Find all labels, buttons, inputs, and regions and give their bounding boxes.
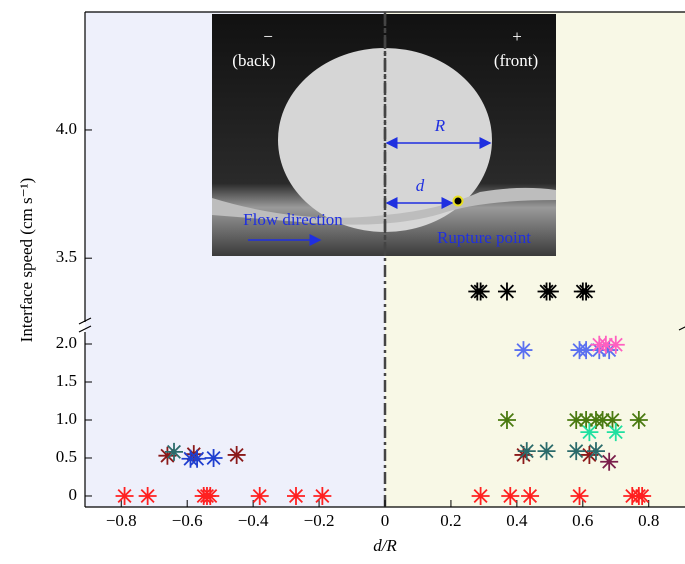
- point: [580, 445, 599, 464]
- point: [580, 423, 599, 442]
- point: [471, 282, 490, 301]
- x-tick-label: 0: [381, 511, 390, 530]
- y-tick-label: 3.5: [56, 247, 77, 266]
- x-tick-label: −0.4: [238, 511, 269, 530]
- y-tick-label: 2.0: [56, 333, 77, 352]
- x-tick-label: 0.8: [638, 511, 659, 530]
- point: [567, 410, 586, 429]
- x-tick-label: −0.2: [304, 511, 335, 530]
- x-tick-label: 0.6: [572, 511, 593, 530]
- y-tick-label: 1.0: [56, 409, 77, 428]
- point: [570, 486, 589, 505]
- y-tick-label: 4.0: [56, 119, 77, 138]
- axes: 3.54.000.51.01.52.0−0.8 −0.6 −0.4 −0.2 0 0.2 0…: [56, 11, 685, 530]
- point: [603, 410, 622, 429]
- interface: [212, 187, 556, 225]
- point: [600, 452, 619, 471]
- x-tick-label: −0.8: [106, 511, 137, 530]
- point: [567, 442, 586, 461]
- y-axis-label: Interface speed (cm s⁻¹): [17, 178, 36, 343]
- point: [201, 486, 220, 505]
- point: [586, 442, 605, 461]
- point: [606, 335, 625, 354]
- point: [497, 410, 516, 429]
- inset-label: (back): [232, 51, 275, 70]
- point: [227, 445, 246, 464]
- point: [537, 442, 556, 461]
- point: [596, 335, 615, 354]
- inset-label: Rupture point: [437, 228, 531, 247]
- point: [115, 486, 134, 505]
- point: [633, 486, 652, 505]
- point: [188, 449, 207, 468]
- axis-break: [78, 317, 685, 333]
- point: [577, 410, 596, 429]
- inset-label: +: [512, 27, 522, 46]
- point: [606, 423, 625, 442]
- x-tick-label: 0.4: [506, 511, 528, 530]
- point: [540, 282, 559, 301]
- point: [138, 486, 157, 505]
- point: [250, 486, 269, 505]
- y-tick-label: 0: [69, 485, 78, 504]
- point: [514, 341, 533, 360]
- point: [204, 448, 223, 467]
- x-axis-label: d/R: [373, 536, 397, 555]
- point: [313, 486, 332, 505]
- inset-label: Flow direction: [243, 210, 343, 229]
- inset-label: d: [416, 176, 425, 195]
- inset-label: R: [434, 116, 446, 135]
- y-tick-label: 0.5: [56, 447, 77, 466]
- point: [600, 341, 619, 360]
- x-tick-label: −0.6: [172, 511, 203, 530]
- inset-label: (front): [494, 51, 538, 70]
- point: [497, 282, 516, 301]
- point: [577, 341, 596, 360]
- point: [577, 282, 596, 301]
- point: [165, 442, 184, 461]
- point: [517, 442, 536, 461]
- point: [286, 486, 305, 505]
- y-tick-label: 1.5: [56, 371, 77, 390]
- rupture-point: [452, 195, 464, 207]
- point: [629, 410, 648, 429]
- point: [593, 410, 612, 429]
- inset-label: −: [263, 27, 273, 46]
- point: [158, 446, 177, 465]
- x-tick-label: 0.2: [440, 511, 461, 530]
- point: [501, 486, 520, 505]
- point: [521, 486, 540, 505]
- point: [471, 486, 490, 505]
